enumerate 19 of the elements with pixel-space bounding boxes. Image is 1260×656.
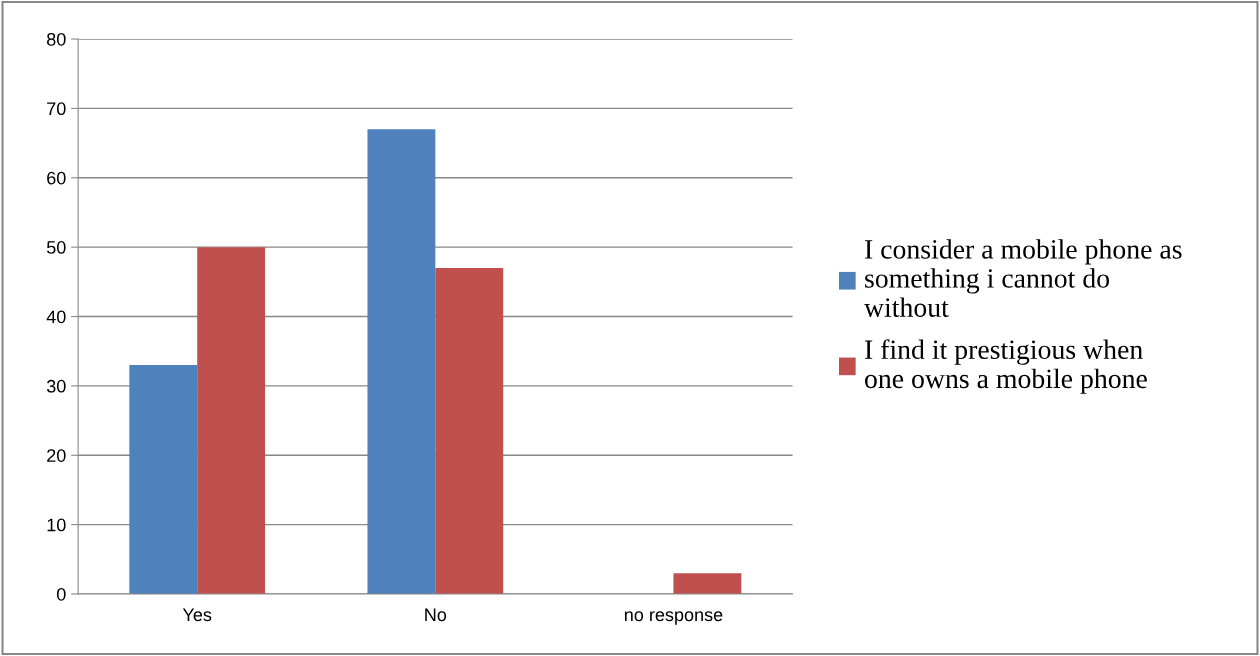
bar	[673, 573, 742, 595]
bar	[367, 129, 436, 595]
y-tick-label: 50	[46, 241, 66, 254]
y-tick-label: 0	[56, 587, 66, 601]
y-tick-label: 30	[46, 379, 66, 393]
y-tick-label: 40	[46, 310, 66, 324]
y-tick-label: 20	[47, 449, 66, 462]
bar	[435, 267, 504, 595]
y-tick-label: 10	[47, 518, 66, 532]
y-tick-label: 70	[47, 102, 66, 116]
y-tick-label: 80	[47, 32, 66, 46]
x-tick-label: No	[425, 608, 447, 622]
bar	[129, 365, 198, 595]
legend-label: I find it prestigious when one owns a mobile phone	[864, 339, 1147, 394]
bar	[197, 247, 266, 595]
x-tick-label: no response	[624, 611, 723, 625]
x-tick-label: Yes	[182, 608, 212, 622]
legend-label: I consider a mobile phone as something i cannot do without	[864, 239, 1182, 317]
y-tick-label: 60	[47, 171, 66, 185]
